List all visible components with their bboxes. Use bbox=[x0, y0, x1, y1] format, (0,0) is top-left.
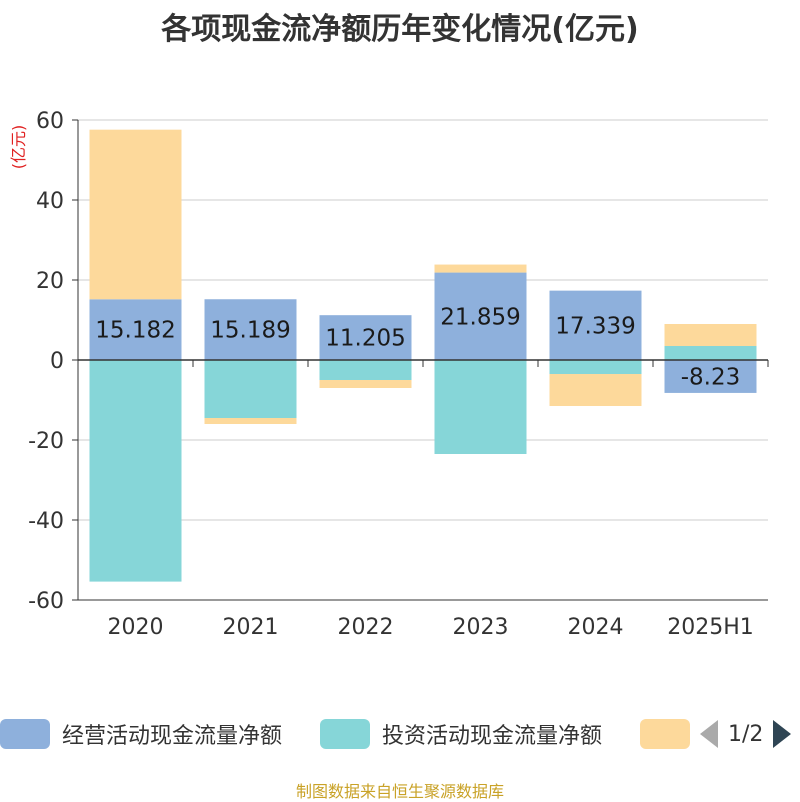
y-tick-label: 40 bbox=[36, 189, 64, 214]
bar-operating-2024 bbox=[549, 290, 642, 360]
x-tick-label: 2022 bbox=[338, 615, 394, 640]
legend-item-operating[interactable]: 经营活动现金流量净额 bbox=[0, 716, 282, 752]
bars bbox=[89, 129, 757, 582]
page-indicator: 1/2 bbox=[728, 721, 764, 747]
bar-investing-2024 bbox=[549, 360, 642, 374]
x-tick-label: 2024 bbox=[568, 615, 624, 640]
data-label-2024: 17.339 bbox=[555, 313, 635, 339]
bar-investing-2023 bbox=[434, 360, 527, 454]
bar-operating-2021 bbox=[204, 299, 297, 360]
data-label-2022: 11.205 bbox=[325, 326, 405, 352]
bar-investing-2021 bbox=[204, 360, 297, 418]
data-labels: 15.182 15.189 11.205 21.859 17.339 -8.23 bbox=[95, 304, 740, 390]
bar-investing-2025H1 bbox=[664, 346, 757, 360]
y-tick-label: -60 bbox=[28, 589, 64, 614]
bar-financing-2020 bbox=[89, 129, 182, 300]
x-tick-label: 2025H1 bbox=[667, 615, 754, 640]
x-tick-label: 2021 bbox=[223, 615, 279, 640]
bar-investing-2020 bbox=[89, 360, 182, 582]
legend-item-investing[interactable]: 投资活动现金流量净额 bbox=[320, 716, 602, 752]
x-tick-label: 2023 bbox=[453, 615, 509, 640]
y-tick-label: 0 bbox=[50, 349, 64, 374]
bar-financing-2022 bbox=[319, 380, 412, 388]
data-label-2020: 15.182 bbox=[95, 318, 175, 344]
bar-financing-2021 bbox=[204, 418, 297, 424]
bar-financing-2024 bbox=[549, 374, 642, 406]
axes: 60 40 20 0 -20 -40 -60 2020 2021 2022 2023 2024 2025… bbox=[28, 109, 769, 640]
data-label-2021: 15.189 bbox=[210, 318, 290, 344]
x-tick-label: 2020 bbox=[108, 615, 164, 640]
source-note: 制图数据来自恒生聚源数据库 bbox=[295, 782, 504, 801]
bar-operating-2020 bbox=[89, 299, 182, 360]
bar-operating-2022 bbox=[319, 315, 412, 360]
y-tick-label: 20 bbox=[36, 269, 64, 294]
bar-financing-2023 bbox=[434, 264, 527, 273]
y-axis-unit: (亿元) bbox=[9, 125, 28, 170]
data-label-2025H1: -8.23 bbox=[681, 364, 741, 390]
bar-operating-2023 bbox=[434, 272, 527, 360]
legend-label-investing: 投资活动现金流量净额 bbox=[382, 724, 603, 749]
y-tick-label: -40 bbox=[28, 509, 64, 534]
bar-investing-2022 bbox=[319, 360, 412, 380]
legend-swatch-operating bbox=[0, 719, 50, 749]
chart-title: 各项现金流净额历年变化情况(亿元) bbox=[161, 12, 639, 47]
y-tick-label: -20 bbox=[28, 429, 64, 454]
legend-swatch-investing bbox=[320, 719, 370, 749]
legend-pager: 1/2 bbox=[700, 716, 792, 752]
next-page-arrow-icon[interactable] bbox=[773, 720, 792, 748]
bar-operating-2025H1 bbox=[664, 360, 757, 393]
bar-financing-2025H1 bbox=[664, 324, 757, 346]
data-label-2023: 21.859 bbox=[440, 304, 520, 330]
y-tick-label: 60 bbox=[36, 109, 64, 134]
legend-item-financing[interactable] bbox=[640, 716, 690, 752]
legend-label-operating: 经营活动现金流量净额 bbox=[62, 724, 283, 749]
legend: 经营活动现金流量净额 投资活动现金流量净额 1/2 bbox=[0, 716, 800, 752]
legend-swatch-financing bbox=[640, 719, 690, 749]
previous-page-arrow-icon[interactable] bbox=[700, 720, 718, 748]
